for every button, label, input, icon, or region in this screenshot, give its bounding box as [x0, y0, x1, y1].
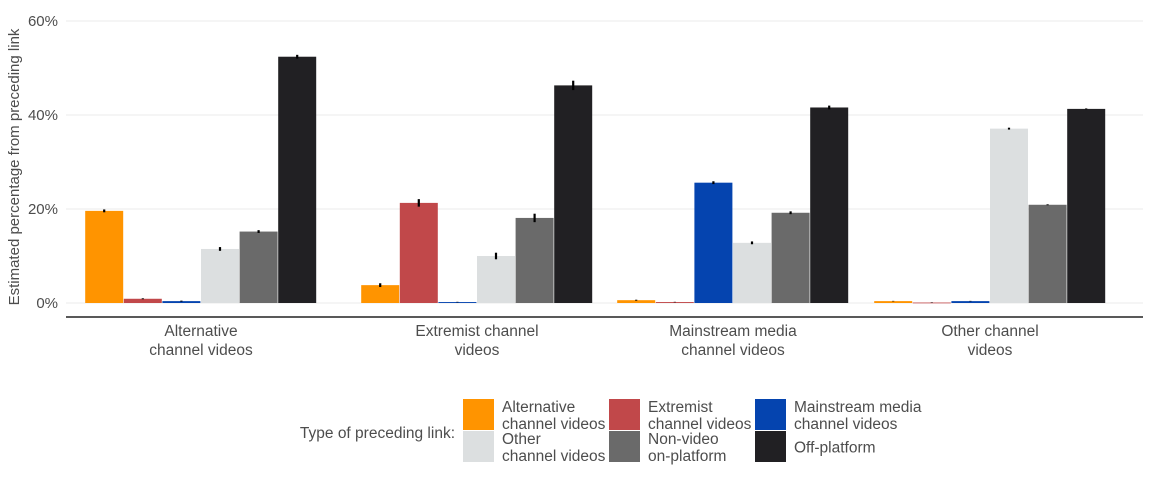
bar	[123, 298, 162, 303]
bar	[733, 242, 771, 303]
bar	[810, 107, 849, 303]
legend-label: Extremist channel videos	[648, 399, 752, 433]
bar	[515, 217, 554, 303]
bar	[1067, 108, 1106, 303]
bar	[554, 85, 593, 303]
y-axis-title: Estimated percentage from preceding link	[6, 28, 23, 305]
x-tick-label: Extremist channel videos	[415, 323, 538, 359]
bar	[85, 210, 124, 303]
legend-label: Alternative channel videos	[502, 399, 606, 433]
bar	[874, 301, 913, 303]
legend-label: Other channel videos	[502, 431, 606, 465]
bar	[771, 212, 810, 303]
y-tick-label: 0%	[36, 295, 58, 312]
bar	[951, 301, 990, 303]
bar	[162, 301, 201, 303]
bar	[617, 300, 656, 303]
bar	[990, 128, 1028, 303]
error-bars	[103, 54, 1088, 303]
y-tick-label: 60%	[28, 13, 58, 30]
x-tick-label: Other channel videos	[941, 323, 1038, 359]
bar	[912, 302, 951, 304]
legend-key	[609, 431, 640, 462]
legend-key	[755, 399, 786, 430]
legend-label: Mainstream media channel videos	[794, 399, 922, 433]
x-axis-categories: Alternative channel videos Extremist chann…	[149, 323, 1038, 359]
legend-key	[755, 431, 786, 462]
y-tick-label: 20%	[28, 201, 58, 218]
bar	[477, 256, 515, 303]
legend-key	[609, 399, 640, 430]
bar	[278, 56, 317, 303]
legend-title: Type of preceding link:	[300, 425, 455, 442]
bar	[694, 182, 733, 303]
legend-key	[463, 431, 494, 462]
bar	[239, 231, 278, 303]
legend: Type of preceding link: Alternative chann…	[300, 399, 922, 465]
x-tick-label: Alternative channel videos	[149, 323, 253, 359]
legend-label: Non-video on-platform	[648, 431, 726, 465]
legend-key	[463, 399, 494, 430]
y-tick-label: 40%	[28, 107, 58, 124]
bar	[201, 248, 239, 303]
bars	[85, 56, 1106, 304]
x-tick-label: Mainstream media channel videos	[669, 323, 797, 359]
bar	[399, 202, 438, 303]
y-axis-ticks: 0% 20% 40% 60%	[28, 13, 58, 312]
bar	[438, 302, 477, 303]
bar	[655, 302, 694, 303]
legend-label: Off-platform	[794, 440, 876, 457]
bar	[1028, 204, 1067, 303]
bar	[361, 285, 400, 303]
